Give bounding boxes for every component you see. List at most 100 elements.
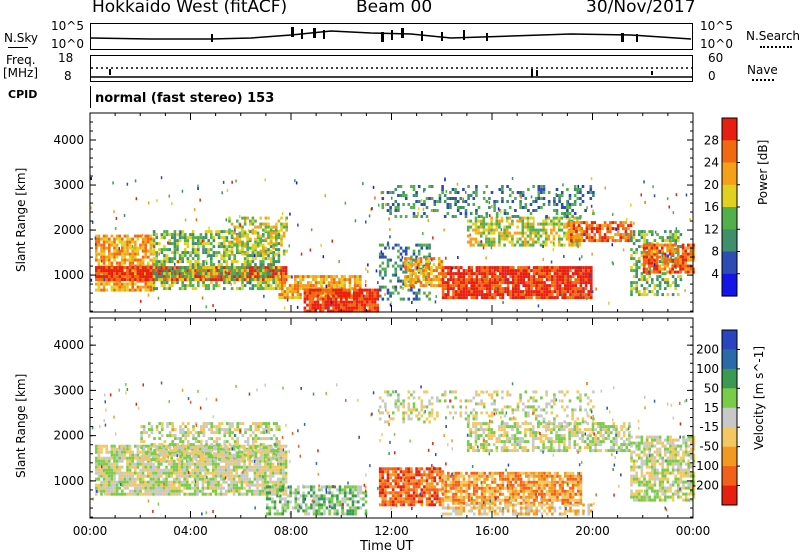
power-colorbar-segment	[722, 140, 737, 164]
velocity-cell	[217, 474, 220, 478]
power-cell	[288, 296, 292, 300]
power-cell	[666, 243, 669, 247]
power-colorbar-tick-label: 24	[704, 156, 719, 170]
power-cell	[501, 296, 505, 300]
power-cell	[505, 234, 509, 238]
velocity-cell	[95, 456, 98, 460]
velocity-cell	[139, 462, 142, 466]
power-cell	[411, 263, 415, 267]
power-cell	[604, 186, 606, 190]
power-cell	[225, 281, 229, 285]
power-cell	[681, 243, 685, 247]
power-cell	[309, 248, 312, 252]
power-cell	[353, 288, 356, 292]
power-cell	[562, 183, 564, 187]
power-cell	[333, 284, 336, 288]
power-cell	[202, 272, 205, 276]
power-cell	[204, 272, 208, 276]
power-cell	[506, 266, 510, 270]
power-cell	[301, 275, 305, 279]
power-cell	[108, 272, 111, 276]
power-cell	[457, 256, 459, 259]
power-cell	[462, 296, 466, 300]
power-cell	[285, 222, 288, 226]
power-cell	[511, 234, 514, 238]
power-cell	[527, 278, 531, 282]
velocity-cell	[193, 474, 197, 478]
power-cell	[189, 263, 192, 267]
power-cell	[165, 254, 169, 258]
power-cell	[267, 248, 270, 252]
power-cell	[152, 287, 156, 291]
power-cell	[454, 293, 458, 297]
power-cell	[347, 294, 351, 298]
power-cell	[173, 236, 177, 240]
power-cell	[294, 290, 297, 294]
power-cell	[540, 293, 544, 297]
velocity-cell	[115, 447, 119, 451]
power-cell	[359, 284, 362, 288]
power-cell	[645, 281, 649, 285]
power-cell	[285, 249, 288, 253]
power-cell	[556, 281, 559, 285]
power-cell	[262, 257, 265, 261]
power-cell	[131, 278, 134, 282]
power-cell	[635, 272, 638, 276]
velocity-cell	[196, 465, 199, 469]
power-cell	[651, 290, 654, 294]
power-cell	[671, 243, 674, 247]
power-cell	[433, 200, 437, 203]
power-cell	[544, 240, 548, 244]
power-cell	[102, 240, 106, 244]
power-cell	[372, 185, 375, 189]
velocity-cell	[157, 471, 160, 475]
power-cell	[179, 231, 182, 235]
power-cell	[519, 200, 522, 203]
power-cell	[454, 203, 457, 206]
power-cell	[565, 225, 569, 229]
power-colorbar-tick-label: 12	[704, 222, 719, 236]
power-cell	[277, 254, 281, 258]
power-cell	[513, 243, 517, 247]
power-cell	[517, 281, 520, 285]
power-cell	[197, 254, 200, 258]
power-cell	[638, 233, 641, 237]
power-cell	[532, 272, 536, 276]
power-cell	[173, 269, 177, 273]
power-cell	[449, 191, 452, 194]
power-cell	[491, 272, 494, 276]
power-cell	[248, 266, 251, 270]
velocity-cell	[160, 453, 163, 457]
power-cell	[571, 266, 575, 270]
power-cell	[508, 234, 512, 238]
power-cell	[441, 272, 444, 276]
power-cell	[136, 246, 140, 250]
power-cell	[147, 240, 150, 244]
power-cell	[514, 296, 518, 300]
velocity-cell	[206, 477, 210, 481]
velocity-cell	[147, 450, 150, 454]
power-cell	[368, 297, 372, 301]
power-cell	[230, 234, 234, 238]
power-cell	[381, 197, 385, 200]
power-cell	[353, 294, 356, 298]
power-cell	[624, 227, 628, 231]
power-cell	[681, 246, 685, 250]
power-cell	[441, 287, 445, 291]
power-cell	[269, 278, 273, 282]
power-cell	[406, 263, 410, 267]
power-cell	[430, 269, 433, 273]
power-cell	[648, 284, 651, 288]
power-cell	[241, 278, 244, 282]
velocity-cell	[149, 486, 153, 490]
power-cell	[355, 303, 359, 307]
power-cell	[655, 243, 659, 247]
power-cell	[509, 275, 512, 279]
power-cell	[428, 297, 431, 301]
power-cell	[174, 262, 176, 266]
power-cell	[668, 246, 672, 250]
power-cell	[149, 234, 153, 238]
power-cell	[525, 266, 528, 270]
velocity-cell	[225, 480, 228, 484]
